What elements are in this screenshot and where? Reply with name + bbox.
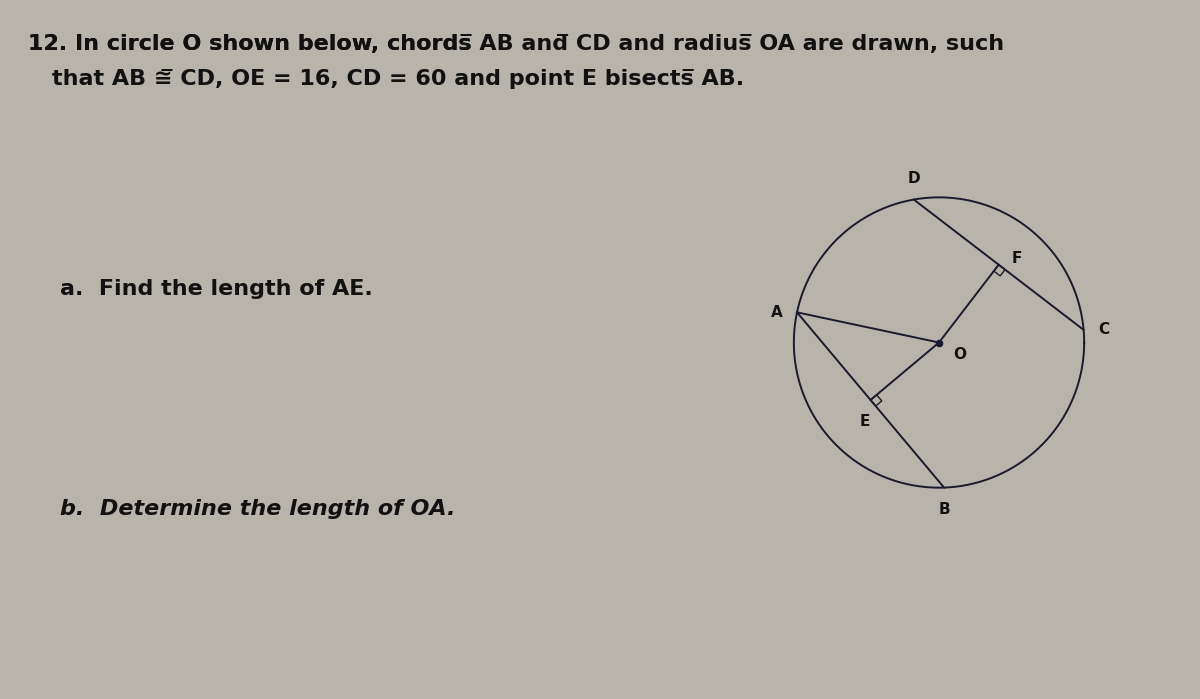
- Text: a.  Find the length of AE.: a. Find the length of AE.: [60, 279, 373, 299]
- Text: A: A: [770, 305, 782, 320]
- Text: 12. In circle O shown below, chords̅ AB and̅ CD and radius̅ OA are drawn, such: 12. In circle O shown below, chords̅ AB …: [28, 34, 1004, 54]
- Text: that AB ≅̅ CD, OE = 16, CD = 60 and point E bisects̅ AB.: that AB ≅̅ CD, OE = 16, CD = 60 and poin…: [52, 69, 744, 89]
- Text: B: B: [938, 502, 950, 517]
- Text: O: O: [954, 347, 966, 362]
- Text: F: F: [1012, 252, 1022, 266]
- Text: D: D: [907, 171, 920, 187]
- Text: b.  Determine the length of OA.: b. Determine the length of OA.: [60, 499, 456, 519]
- Text: E: E: [859, 415, 870, 429]
- Text: C: C: [1098, 322, 1109, 338]
- Text: 12. In circle O shown below, chords: 12. In circle O shown below, chords: [28, 34, 472, 54]
